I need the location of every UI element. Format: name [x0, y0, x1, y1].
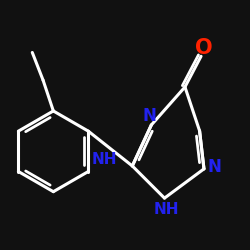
Text: O: O [195, 38, 213, 58]
Text: NH: NH [153, 202, 179, 217]
Text: N: N [207, 158, 221, 176]
Text: N: N [143, 107, 157, 125]
Text: NH: NH [92, 152, 117, 167]
